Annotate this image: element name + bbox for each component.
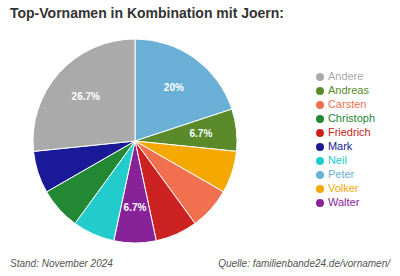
html-text:Peter: Peter bbox=[327, 168, 355, 180]
html-text:Christoph: Christoph bbox=[327, 112, 375, 124]
svg-text:6.7%: 6.7% bbox=[190, 128, 213, 139]
svg-text:20%: 20% bbox=[164, 82, 184, 93]
html-text:Stand: November 2024: Stand: November 2024 bbox=[10, 257, 113, 269]
svg-text:26.7%: 26.7% bbox=[72, 91, 100, 102]
html-text:Top-Vornamen in Kombination mi: Top-Vornamen in Kombination mit Joern: bbox=[10, 5, 284, 21]
html-text:Andreas: Andreas bbox=[327, 84, 369, 96]
svg-text:6.7%: 6.7% bbox=[124, 202, 147, 213]
html-text:Volker: Volker bbox=[327, 182, 359, 194]
html-text:Walter: Walter bbox=[327, 196, 360, 208]
html-text:Andere: Andere bbox=[327, 70, 364, 82]
html-text:Quelle: familienbande24.de/vor: Quelle: familienbande24.de/vornamen/ bbox=[218, 257, 390, 269]
html-text:Friedrich: Friedrich bbox=[327, 126, 371, 138]
html-text:Mark: Mark bbox=[327, 140, 353, 152]
html-text:Neil: Neil bbox=[327, 154, 347, 166]
html-text:Carsten: Carsten bbox=[327, 98, 367, 110]
